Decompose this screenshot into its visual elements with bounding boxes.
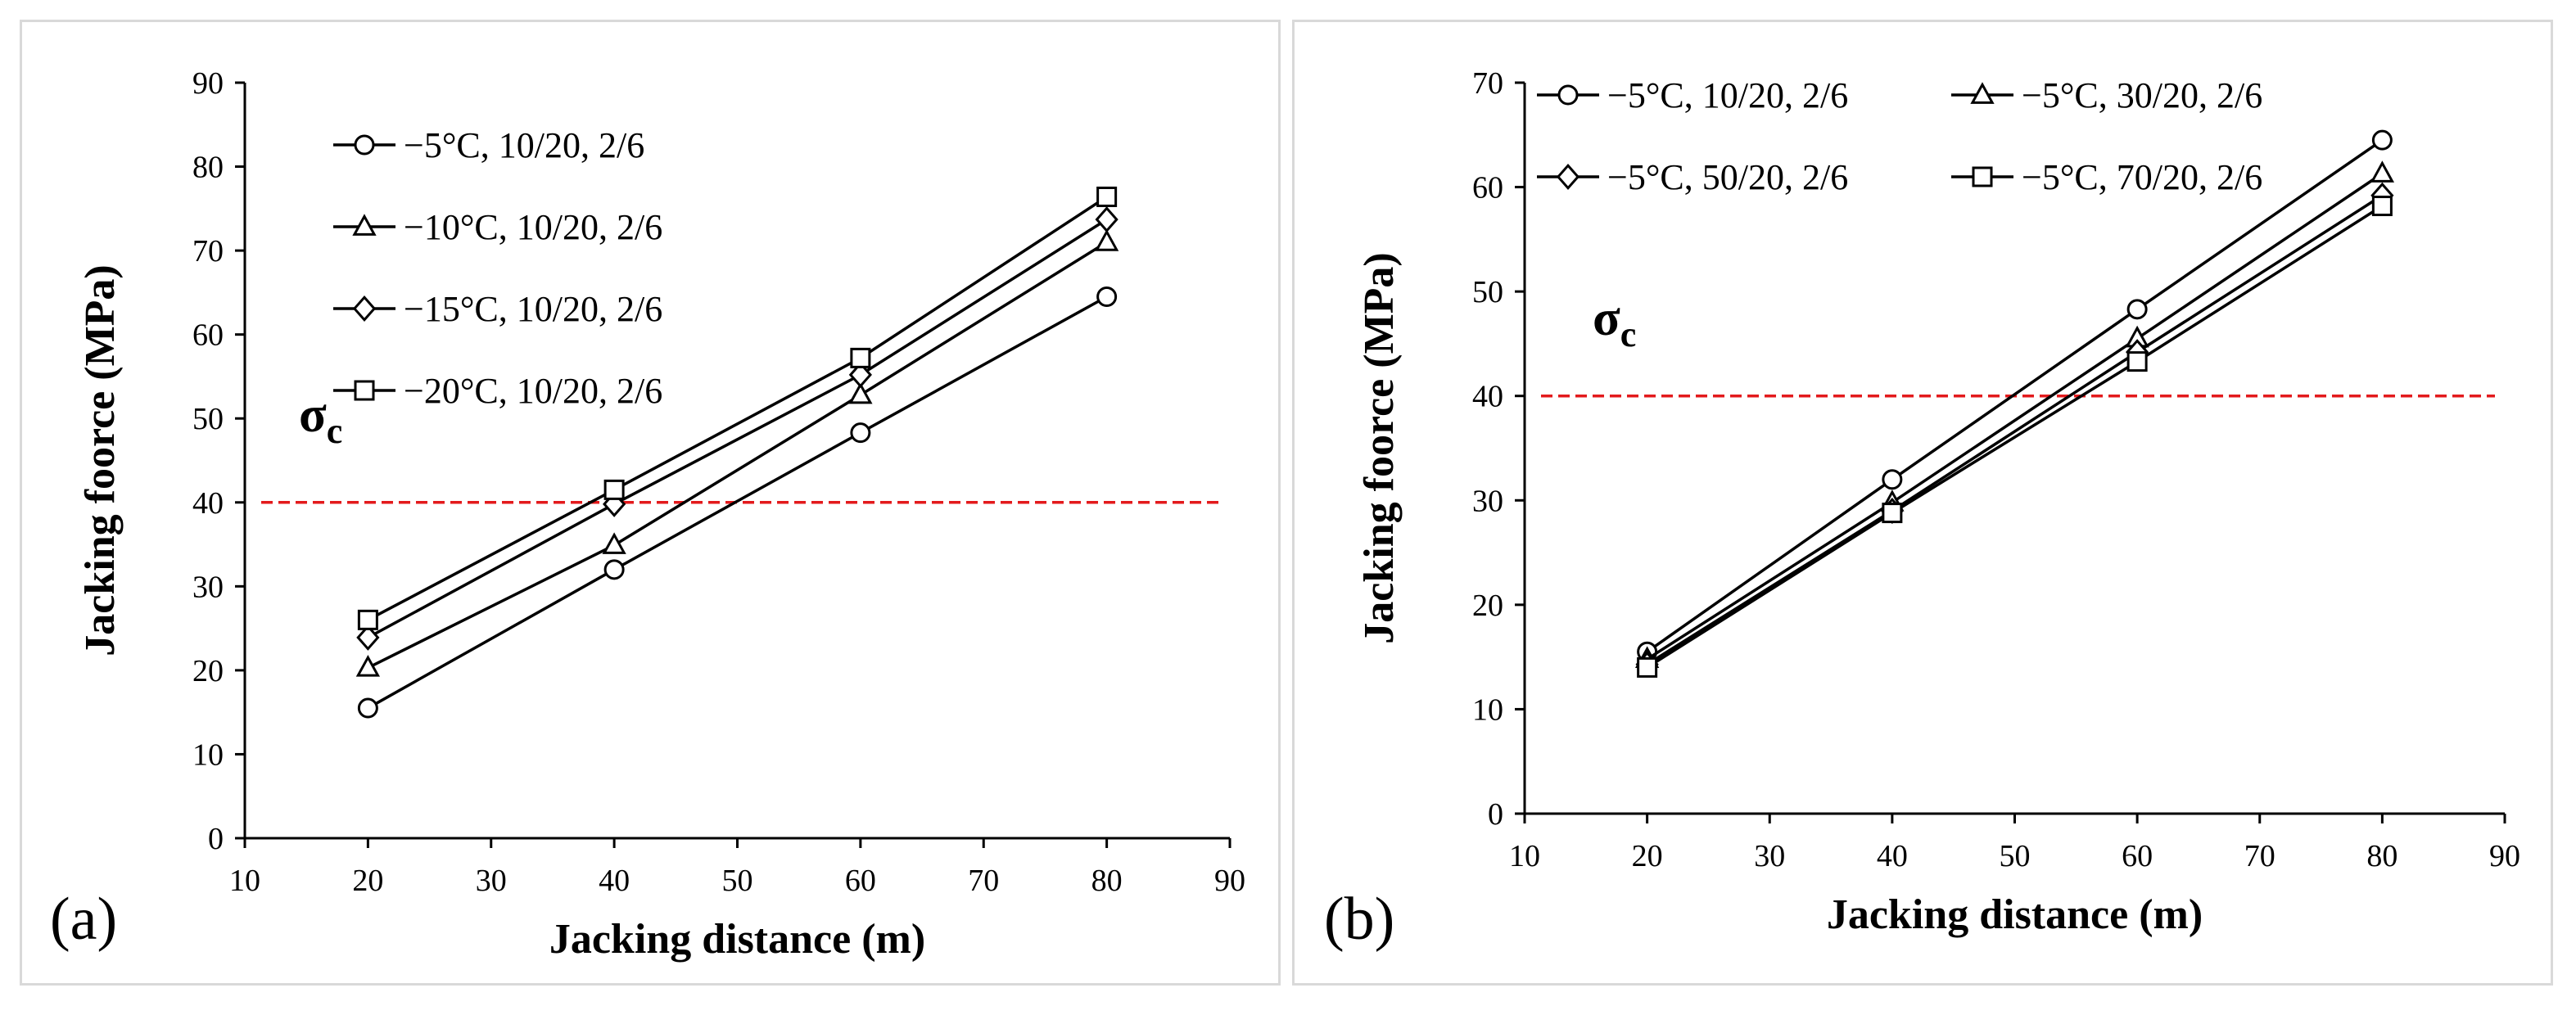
x-tick-label-b: 10 [1509,839,1540,873]
legend-label-b-3: −5°C, 50/20, 2/6 [1607,157,1848,197]
data-point-a-4 [1096,186,1118,207]
data-point-a-3 [1095,206,1119,233]
data-point-b-4 [2371,196,2393,217]
x-tick-label-b: 60 [2122,839,2153,873]
y-tick-label-b: 10 [1472,692,1503,727]
y-tick-label-b: 60 [1472,171,1503,205]
x-tick-label-a: 30 [476,864,507,898]
y-tick-label-a: 20 [192,654,224,688]
data-point-a-4 [850,347,871,368]
y-tick-label-b: 0 [1488,797,1503,832]
x-axis-title-b: Jacking distance (m) [1827,891,2203,938]
y-tick-label-a: 80 [192,151,224,185]
legend-label-a-2: −10°C, 10/20, 2/6 [404,207,662,247]
y-tick-label-a: 40 [192,486,224,521]
legend-marker-b-1 [1557,84,1579,106]
x-tick-label-b: 90 [2489,839,2520,873]
series-line-a-2 [367,241,1108,670]
legend-marker-b-2 [1970,82,1995,104]
data-point-b-1 [2126,299,2148,320]
data-point-b-1 [2371,129,2393,151]
y-tick-label-b: 20 [1472,589,1503,623]
x-tick-label-a: 40 [599,864,630,898]
data-point-a-1 [603,559,625,580]
chart-panel-a: 0 10 20 30 40 50 60 70 80 90 10 20 30 40 50 60 70 80 90 Jac… [20,20,1281,986]
series-line-a-3 [367,218,1108,639]
y-tick-label-a: 90 [192,66,224,101]
x-tick-label-b: 70 [2244,839,2275,873]
sigma-label-a: σc [299,387,342,451]
data-point-b-1 [1882,469,1903,490]
legend-marker-b-3 [1556,163,1580,191]
legend-marker-a-4 [354,380,375,401]
data-point-a-2 [355,655,381,677]
chart-panel-b: 0 10 20 30 40 50 60 70 10 20 30 40 50 60 70 80 90 Jacking… [1292,20,2553,986]
x-tick-label-a: 50 [722,864,753,898]
x-axis-title-a: Jacking distance (m) [549,916,925,963]
legend-label-b-2: −5°C, 30/20, 2/6 [2022,75,2262,115]
y-tick-label-a: 30 [192,570,224,604]
x-tick-label-a: 20 [352,864,383,898]
legend-label-a-1: −5°C, 10/20, 2/6 [404,125,644,165]
series-line-b-2 [1646,172,2384,661]
x-tick-label-b: 40 [1877,839,1908,873]
legend-marker-a-1 [354,134,375,156]
x-tick-label-a: 70 [968,864,999,898]
x-tick-label-a: 80 [1091,864,1123,898]
legend-label-a-3: −15°C, 10/20, 2/6 [404,289,662,329]
y-tick-label-b: 30 [1472,484,1503,518]
data-point-a-1 [850,422,871,444]
panel-label-a: (a) [50,886,117,953]
x-tick-label-a: 90 [1214,864,1245,898]
legend-marker-a-3 [352,295,377,323]
data-point-b-4 [1637,656,1658,678]
data-point-a-4 [603,479,625,500]
series-line-a-4 [367,196,1108,621]
series-line-b-3 [1646,194,2384,666]
data-point-b-4 [1882,503,1903,524]
y-tick-label-a: 10 [192,738,224,772]
y-tick-label-b: 50 [1472,275,1503,309]
y-tick-label-b: 70 [1472,66,1503,101]
x-tick-label-b: 20 [1632,839,1663,873]
y-axis-title-b: Jacking foorce (MPa) [1356,252,1403,643]
x-tick-label-a: 60 [845,864,876,898]
series-line-b-1 [1646,138,2384,653]
y-tick-label-a: 70 [192,234,224,268]
data-point-a-3 [848,361,872,388]
y-tick-label-a: 50 [192,402,224,436]
panel-label-b: (b) [1324,886,1394,953]
sigma-label-b: σc [1593,291,1636,354]
legend-marker-b-4 [1972,166,1993,187]
x-tick-label-b: 80 [2366,839,2397,873]
x-tick-label-b: 30 [1754,839,1785,873]
data-point-a-3 [356,624,380,651]
x-tick-label-a: 10 [229,864,260,898]
data-point-b-4 [2126,351,2148,372]
y-axis-title-a: Jacking foorce (MPa) [77,264,124,656]
data-point-a-2 [602,532,626,554]
legend-marker-a-2 [352,214,377,236]
data-point-a-2 [848,381,873,404]
series-line-b-4 [1646,205,2384,669]
data-point-a-1 [1096,286,1118,308]
data-point-b-2 [2370,160,2395,183]
y-tick-label-a: 0 [208,822,224,856]
legend-label-b-4: −5°C, 70/20, 2/6 [2022,157,2262,197]
legend-label-b-1: −5°C, 10/20, 2/6 [1607,75,1848,115]
data-point-a-2 [1094,229,1119,251]
series-line-a-1 [367,295,1108,710]
x-tick-label-b: 50 [2000,839,2031,873]
y-tick-label-b: 40 [1472,380,1503,414]
data-point-a-4 [357,609,378,630]
data-point-a-1 [357,697,378,719]
legend-label-a-4: −20°C, 10/20, 2/6 [404,371,662,411]
y-tick-label-a: 60 [192,318,224,353]
